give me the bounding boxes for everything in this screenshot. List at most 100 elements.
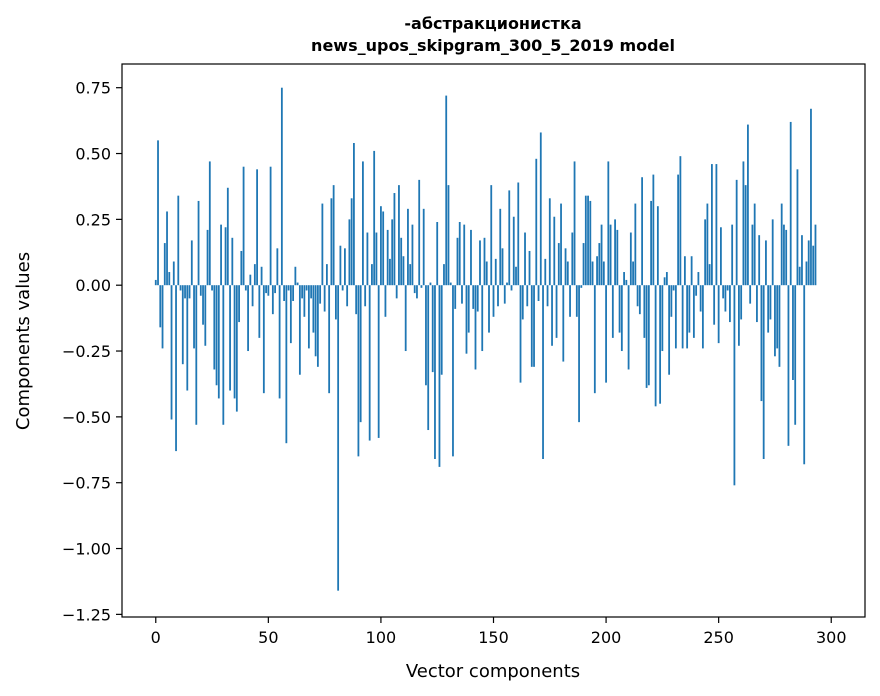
bar xyxy=(389,258,391,286)
bar xyxy=(560,203,562,286)
bar xyxy=(580,285,583,288)
bar xyxy=(620,285,623,352)
bar xyxy=(458,222,461,286)
bar xyxy=(519,285,522,383)
bar xyxy=(681,285,684,349)
bar xyxy=(425,285,427,386)
bar xyxy=(506,282,508,286)
bar xyxy=(740,285,743,320)
bar xyxy=(407,208,409,286)
bar xyxy=(474,285,477,370)
bar xyxy=(729,285,731,323)
bar xyxy=(535,158,538,286)
bar xyxy=(240,250,243,286)
bar xyxy=(591,261,594,286)
bar xyxy=(285,285,288,444)
bar xyxy=(494,258,497,286)
bar xyxy=(726,285,729,291)
bar xyxy=(337,285,340,591)
bar xyxy=(256,169,258,286)
bar xyxy=(368,285,371,441)
bar xyxy=(747,124,749,286)
bar xyxy=(186,285,189,391)
bar xyxy=(362,161,364,286)
bar xyxy=(551,285,553,346)
bar xyxy=(217,285,220,399)
bar xyxy=(715,164,718,286)
bar xyxy=(434,285,436,459)
bar xyxy=(296,282,299,286)
bar xyxy=(717,285,720,344)
bar xyxy=(616,229,619,286)
bar xyxy=(695,285,698,296)
bar xyxy=(578,285,580,423)
bar xyxy=(569,285,571,317)
bar xyxy=(758,235,761,286)
bar xyxy=(634,203,637,286)
bar xyxy=(413,285,416,294)
bar xyxy=(456,237,459,286)
bar xyxy=(247,285,249,352)
bar xyxy=(501,248,504,286)
bar xyxy=(202,285,204,325)
bar xyxy=(298,285,301,375)
bar xyxy=(530,285,533,367)
bar xyxy=(627,285,630,370)
bar xyxy=(765,240,767,286)
bar xyxy=(638,285,641,315)
y-tick-label: 0.25 xyxy=(75,210,111,229)
bar xyxy=(582,243,585,286)
bar xyxy=(555,285,558,338)
bar xyxy=(348,219,351,286)
bar xyxy=(659,285,662,404)
bar xyxy=(566,261,569,286)
x-tick-label: 250 xyxy=(703,628,734,647)
bar xyxy=(668,285,671,375)
bar xyxy=(713,285,716,325)
bar xyxy=(593,285,596,394)
bar xyxy=(614,219,616,286)
bar xyxy=(220,224,222,286)
bar xyxy=(654,285,657,407)
bar xyxy=(656,206,659,286)
bar xyxy=(161,285,164,349)
y-tick-label: 0.50 xyxy=(75,145,111,164)
bar xyxy=(553,216,556,286)
bar xyxy=(188,285,191,299)
bar xyxy=(575,285,578,317)
bar xyxy=(215,285,218,386)
y-tick-label: −0.50 xyxy=(62,408,111,427)
bar xyxy=(571,232,574,286)
bar xyxy=(778,285,781,367)
bar xyxy=(384,285,387,317)
x-tick-label: 300 xyxy=(816,628,847,647)
bar xyxy=(170,285,173,420)
bar xyxy=(265,285,267,294)
bar xyxy=(665,272,668,286)
bar-series xyxy=(154,87,817,591)
bar xyxy=(663,277,666,286)
bar xyxy=(267,285,270,296)
bar xyxy=(733,285,736,486)
bar xyxy=(398,185,400,286)
y-tick-label: −0.25 xyxy=(62,342,111,361)
bar xyxy=(157,140,159,286)
bar xyxy=(276,248,279,286)
bar xyxy=(229,285,231,391)
y-axis-label: Components values xyxy=(13,252,34,430)
bar xyxy=(280,87,283,286)
bar xyxy=(319,285,322,304)
bar xyxy=(289,285,292,344)
bar xyxy=(463,224,466,286)
bar xyxy=(395,285,398,299)
bar xyxy=(443,264,445,286)
bar xyxy=(711,164,713,286)
bar xyxy=(776,285,779,349)
y-tick-label: −0.75 xyxy=(62,474,111,493)
bar xyxy=(452,285,454,457)
bar xyxy=(771,219,774,286)
bar xyxy=(650,200,653,286)
bar xyxy=(564,248,567,286)
bar xyxy=(485,261,488,286)
bar xyxy=(233,285,236,399)
